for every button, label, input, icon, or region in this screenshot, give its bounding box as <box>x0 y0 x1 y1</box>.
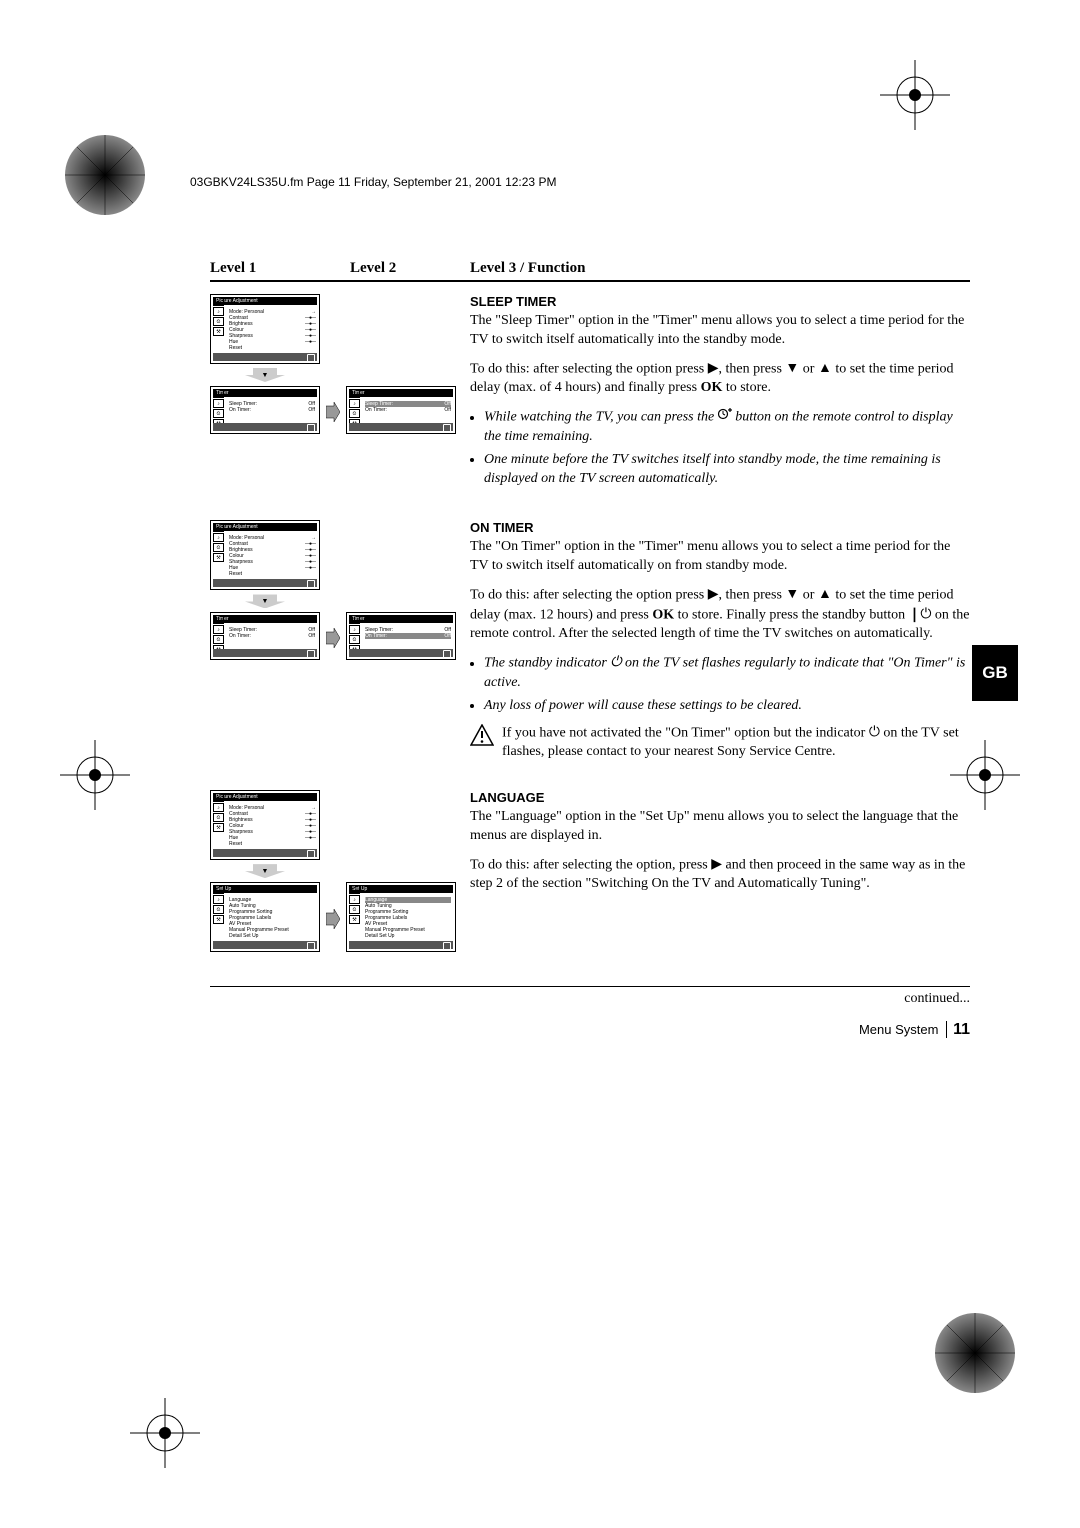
menus-language: ▭♪⏲⚒ Picture Adjustment Mode: Personal→ … <box>210 790 470 956</box>
ontimer-bullets: The standby indicator ⏻ on the TV set fl… <box>484 654 970 715</box>
right-arrow-icon <box>326 628 340 648</box>
standby-icon: ⏻ <box>869 724 880 743</box>
level-1-header: Level 1 <box>210 260 350 277</box>
ontimer-p1: The "On Timer" option in the "Timer" men… <box>470 538 970 576</box>
printers-mark-radial-tl <box>60 130 150 220</box>
down-arrow-icon <box>245 594 285 608</box>
menu-picture-adjustment: ▭♪⏲⚒ Picture Adjustment Mode: Personal→ … <box>210 294 320 364</box>
menu-picture-adjustment-3: ▭♪⏲⚒ Picture Adjustment Mode: Personal→ … <box>210 790 320 860</box>
warning-note: If you have not activated the "On Timer"… <box>470 724 970 762</box>
language-tab: GB <box>972 645 1018 701</box>
level-2-header: Level 2 <box>350 260 470 277</box>
sleep-p2: To do this: after selecting the option p… <box>470 360 970 398</box>
menu-timer-l1: ▭♪⏲⚒ Timer Sleep Timer:Off On Timer:Off <box>210 386 320 434</box>
arrow-up-icon: ▲ <box>818 360 832 379</box>
crosshair-bottom <box>130 1398 200 1468</box>
menu-setup-l1: ▭♪⏲⚒ Set Up Language Auto Tuning Program… <box>210 882 320 952</box>
crosshair-top <box>880 60 950 130</box>
footer-rule: continued... Menu System 11 <box>210 986 970 1039</box>
arrow-down-icon: ▼ <box>785 360 799 379</box>
page-footer: Menu System 11 <box>210 1021 970 1039</box>
printers-mark-radial-br <box>930 1308 1020 1398</box>
arrow-right-icon: ▶ <box>708 360 719 379</box>
menu-timer-l2-on: ▭♪⏲⚒ Timer Sleep Timer:Off On Timer:Off <box>346 612 456 660</box>
page-content: Level 1 Level 2 Level 3 / Function ▭♪⏲⚒ … <box>210 260 970 1039</box>
sleep-timer-title: SLEEP TIMER <box>470 294 970 309</box>
header-filename: 03GBKV24LS35U.fm Page 11 Friday, Septemb… <box>190 175 556 189</box>
standby-icon: ⏻ <box>920 606 931 625</box>
warning-icon <box>470 724 494 746</box>
sleep-bullets: While watching the TV, you can press the… <box>484 408 970 488</box>
section-language: ▭♪⏲⚒ Picture Adjustment Mode: Personal→ … <box>210 790 970 956</box>
right-arrow-icon <box>326 909 340 929</box>
level-headers: Level 1 Level 2 Level 3 / Function <box>210 260 970 282</box>
right-arrow-icon <box>326 402 340 422</box>
arrow-right-icon: ▶ <box>711 856 722 875</box>
menu-timer-l1-2: ▭♪⏲⚒ Timer Sleep Timer:Off On Timer:Off <box>210 612 320 660</box>
menus-ontimer: ▭♪⏲⚒ Picture Adjustment Mode: Personal→ … <box>210 520 470 664</box>
language-title: LANGUAGE <box>470 790 970 805</box>
section-sleep-timer: ▭♪⏲⚒ Picture Adjustment Mode: Personal→ … <box>210 294 970 492</box>
down-arrow-icon <box>245 368 285 382</box>
section-on-timer: ▭♪⏲⚒ Picture Adjustment Mode: Personal→ … <box>210 520 970 762</box>
menu-picture-adjustment-2: ▭♪⏲⚒ Picture Adjustment Mode: Personal→ … <box>210 520 320 590</box>
language-p2: To do this: after selecting the option, … <box>470 856 970 894</box>
sleep-p1: The "Sleep Timer" option in the "Timer" … <box>470 312 970 350</box>
on-timer-title: ON TIMER <box>470 520 970 535</box>
language-p1: The "Language" option in the "Set Up" me… <box>470 808 970 846</box>
continued-label: continued... <box>210 991 970 1007</box>
arrow-right-icon: ▶ <box>708 586 719 605</box>
ontimer-p2: To do this: after selecting the option p… <box>470 586 970 644</box>
menus-sleep: ▭♪⏲⚒ Picture Adjustment Mode: Personal→ … <box>210 294 470 438</box>
arrow-up-icon: ▲ <box>818 586 832 605</box>
arrow-down-icon: ▼ <box>785 586 799 605</box>
standby-icon: ⏻ <box>610 654 621 673</box>
crosshair-left <box>60 740 130 810</box>
menu-timer-l2-sleep: ▭♪⏲⚒ Timer Sleep Timer:Off On Timer:Off <box>346 386 456 434</box>
down-arrow-icon <box>245 864 285 878</box>
clock-plus-icon <box>718 408 732 427</box>
level-3-header: Level 3 / Function <box>470 260 585 277</box>
menu-setup-l2: ▭♪⏲⚒ Set Up Language Auto Tuning Program… <box>346 882 456 952</box>
